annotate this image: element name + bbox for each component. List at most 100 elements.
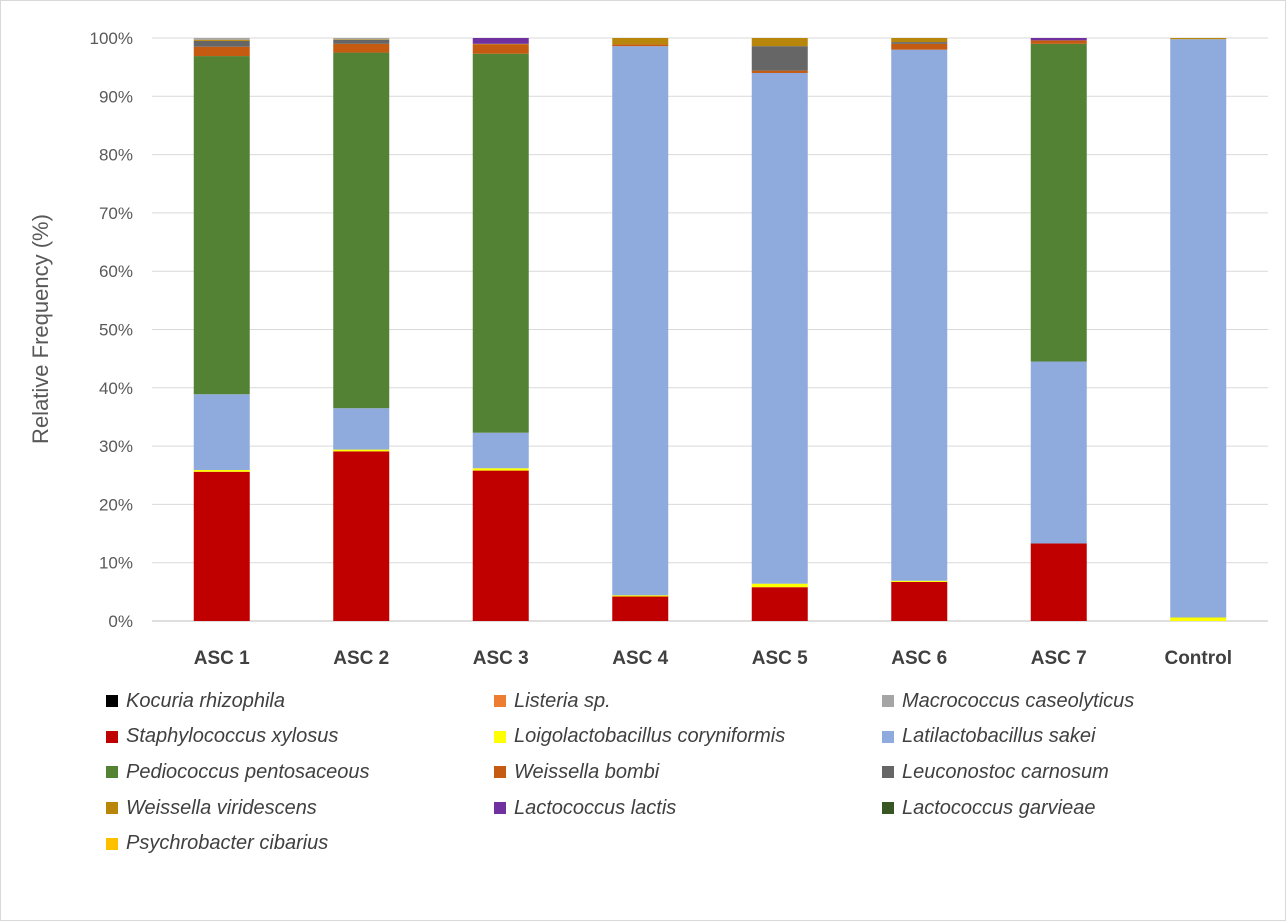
y-tick-label: 90% (99, 87, 133, 106)
bar-segment (333, 408, 390, 450)
legend-swatch (106, 730, 118, 743)
bar-segment (1170, 617, 1227, 621)
legend-swatch (494, 730, 506, 743)
legend-item: Latilactobacillus sakei (882, 724, 1095, 750)
legend-swatch (494, 695, 506, 707)
legend-item: Kocuria rhizophila (106, 688, 285, 714)
legend-item: Leuconostoc carnosum (882, 759, 1109, 785)
bar-segment (891, 581, 948, 621)
x-category-label: ASC 4 (612, 648, 668, 669)
legend-item: Weissella viridescens (106, 795, 317, 821)
bar-segment (1030, 43, 1087, 362)
bar-segment (891, 580, 948, 582)
legend-swatch (494, 802, 506, 815)
bar-segment (891, 38, 948, 43)
bar-segment (193, 470, 250, 472)
y-tick-label: 20% (99, 495, 133, 514)
y-tick-label: 30% (99, 437, 133, 456)
legend-label: Weissella viridescens (126, 796, 317, 819)
bar-segment (472, 38, 529, 44)
bars (193, 38, 1227, 621)
legend-swatch (494, 766, 506, 779)
bar-segment (1170, 38, 1227, 40)
bar-segment (612, 44, 669, 47)
y-tick-label: 80% (99, 146, 133, 165)
bar-segment (1170, 39, 1227, 618)
legend-item: Pediococcus pentosaceous (106, 759, 370, 785)
bar-segment (193, 471, 250, 621)
bar-segment (612, 38, 669, 45)
y-axis-tick-labels: 0% 10% 20% 30% 40% 50% 60% 70% 80% 90% 100% (90, 29, 133, 631)
bar-segment (612, 595, 669, 597)
bar-segment (472, 468, 529, 471)
legend-label: Listeria sp. (514, 689, 611, 712)
bar-segment (193, 56, 250, 395)
bar-segment (891, 42, 948, 44)
bar-segment (193, 46, 250, 57)
bar-segment (472, 43, 529, 45)
bar-segment (612, 596, 669, 621)
bar-segment (333, 39, 390, 44)
x-category-label: Control (1164, 648, 1232, 669)
bar-segment (472, 432, 529, 469)
y-tick-label: 50% (99, 321, 133, 340)
x-axis-category-labels: ASC 1 ASC 2 ASC 3 ASC 4 ASC 5 ASC 6 ASC 7 Contr… (194, 648, 1232, 669)
legend-label: Staphylococcus xylosus (126, 725, 339, 748)
y-tick-label: 70% (99, 204, 133, 223)
legend-swatch (882, 802, 894, 815)
bar-segment (193, 39, 250, 41)
legend-item: Loigolactobacillus coryniformis (494, 724, 785, 750)
x-category-label: ASC 5 (752, 648, 808, 669)
bar-segment (193, 38, 250, 40)
x-category-label: ASC 2 (333, 648, 389, 669)
legend-swatch (882, 766, 894, 779)
bar-segment (193, 394, 250, 471)
bar-segment (1030, 38, 1087, 41)
bar-segment (751, 38, 808, 47)
bar-segment (1030, 543, 1087, 621)
legend-label: Loigolactobacillus coryniformis (514, 725, 786, 748)
bar-segment (751, 72, 808, 584)
bar-segment (751, 587, 808, 621)
legend-label: Kocuria rhizophila (126, 689, 285, 712)
bar-segment (891, 43, 948, 50)
legend-label: Psychrobacter cibarius (126, 832, 329, 855)
bar-segment (751, 70, 808, 73)
gridlines (152, 37, 1268, 622)
legend-item: Staphylococcus xylosus (106, 724, 338, 750)
x-category-label: ASC 3 (473, 648, 529, 669)
bar-segment (333, 43, 390, 53)
legend-label: Macrococcus caseolyticus (902, 689, 1135, 712)
y-axis-title: Relative Frequency (%) (28, 214, 53, 444)
x-category-label: ASC 7 (1031, 648, 1087, 669)
legend-swatch (882, 695, 894, 707)
bar-segment (751, 46, 808, 71)
bar-segment (333, 38, 390, 40)
legend-item: Lactococcus lactis (494, 795, 676, 821)
legend-swatch (106, 766, 118, 779)
legend-label: Lactococcus garvieae (902, 796, 1096, 819)
x-category-label: ASC 6 (891, 648, 947, 669)
legend-swatch (882, 730, 894, 743)
legend-item: Weissella bombi (494, 759, 659, 785)
legend-label: Weissella bombi (514, 760, 660, 783)
y-tick-label: 10% (99, 554, 133, 573)
y-tick-label: 40% (99, 379, 133, 398)
bar-segment (891, 49, 948, 581)
bar-segment (193, 40, 250, 47)
bar-segment (1030, 40, 1087, 44)
legend-label: Pediococcus pentosaceous (126, 760, 370, 783)
x-category-label: ASC 1 (194, 648, 250, 669)
bar-segment (612, 46, 669, 596)
legend-swatch (106, 802, 118, 815)
bar-segment (333, 52, 390, 409)
bar-segment (751, 583, 808, 588)
legend-swatch (106, 837, 118, 850)
bar-segment (1030, 361, 1087, 544)
bar-segment (333, 39, 390, 40)
y-tick-label: 100% (90, 29, 133, 48)
legend-label: Latilactobacillus sakei (902, 725, 1096, 748)
bar-segment (472, 44, 529, 54)
